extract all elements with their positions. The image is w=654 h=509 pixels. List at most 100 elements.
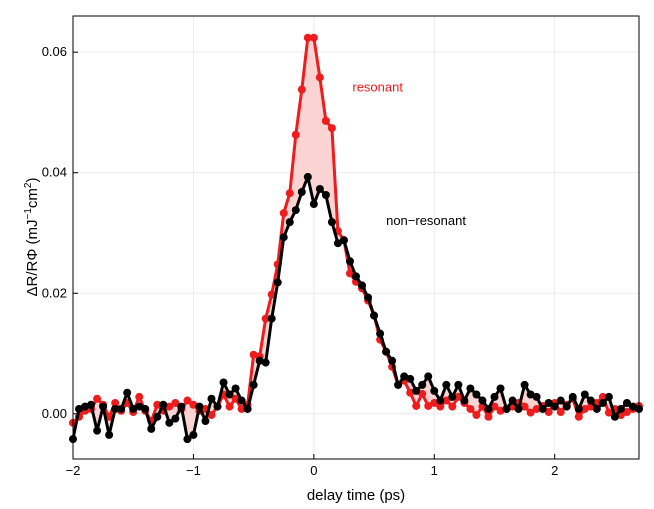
data-point-non-resonant [219, 378, 228, 387]
data-point-non-resonant [75, 404, 84, 413]
data-point-non-resonant [406, 374, 415, 383]
data-point-resonant [171, 398, 180, 407]
data-point-non-resonant [243, 404, 252, 413]
data-point-resonant [574, 412, 583, 421]
data-point-non-resonant [261, 358, 270, 367]
data-point-resonant [484, 412, 493, 421]
data-point-non-resonant [183, 435, 192, 444]
data-point-resonant [165, 402, 174, 411]
data-point-non-resonant [273, 278, 282, 287]
data-point-non-resonant [345, 257, 354, 266]
data-point-resonant [442, 396, 451, 405]
data-point-resonant [580, 404, 589, 413]
data-point-non-resonant [448, 392, 457, 401]
plot-frame [72, 15, 640, 460]
data-point-resonant [231, 394, 240, 403]
data-point-non-resonant [189, 430, 198, 439]
data-point-non-resonant [568, 392, 577, 401]
data-point-resonant [472, 411, 481, 420]
data-point-non-resonant [285, 218, 294, 227]
data-point-non-resonant [418, 380, 427, 389]
data-point-non-resonant [291, 206, 300, 215]
x-tick-label: −1 [186, 463, 201, 478]
data-point-non-resonant [123, 388, 132, 397]
data-point-non-resonant [207, 394, 216, 403]
data-point-resonant [520, 402, 529, 411]
data-point-non-resonant [472, 390, 481, 399]
data-point-resonant [93, 394, 102, 403]
data-point-non-resonant [225, 390, 234, 399]
data-point-resonant [430, 398, 439, 407]
data-point-resonant [526, 408, 535, 417]
data-point-resonant [135, 392, 144, 401]
data-point-resonant [490, 402, 499, 411]
data-point-non-resonant [538, 404, 547, 413]
data-point-resonant [207, 411, 216, 420]
data-point-non-resonant [309, 200, 318, 209]
x-tick-label: −2 [66, 463, 81, 478]
data-point-resonant [466, 404, 475, 413]
data-point-non-resonant [321, 191, 330, 200]
y-tick-label: 0.06 [42, 44, 67, 59]
data-point-non-resonant [622, 398, 631, 407]
data-point-non-resonant [412, 386, 421, 395]
data-point-non-resonant [99, 402, 108, 411]
data-point-non-resonant [171, 414, 180, 423]
y-axis-label-end: ) [24, 178, 41, 183]
data-point-resonant [622, 407, 631, 416]
data-point-non-resonant [400, 372, 409, 381]
x-axis-label: delay time (ps) [307, 487, 405, 504]
data-point-resonant [345, 269, 354, 278]
data-point-resonant [315, 73, 324, 82]
data-point-non-resonant [466, 384, 475, 393]
data-point-resonant [448, 402, 457, 411]
data-point-resonant [261, 314, 270, 323]
data-point-non-resonant [129, 404, 138, 413]
data-point-non-resonant [105, 430, 114, 439]
data-point-resonant [267, 290, 276, 299]
data-point-non-resonant [502, 404, 511, 413]
data-point-non-resonant [508, 396, 517, 405]
data-point-non-resonant [315, 184, 324, 193]
data-point-non-resonant [616, 404, 625, 413]
data-point-non-resonant [303, 172, 312, 181]
data-point-resonant [183, 396, 192, 405]
data-point-resonant [297, 85, 306, 94]
data-point-non-resonant [478, 396, 487, 405]
data-point-non-resonant [370, 311, 379, 320]
data-point-non-resonant [424, 372, 433, 381]
data-point-non-resonant [213, 402, 222, 411]
data-point-non-resonant [249, 380, 258, 389]
data-point-non-resonant [496, 384, 505, 393]
x-tick-label: 2 [551, 463, 558, 478]
data-point-non-resonant [117, 404, 126, 413]
data-point-non-resonant [231, 384, 240, 393]
data-point-resonant [418, 389, 427, 398]
annotations: resonant non−resonant [352, 79, 466, 228]
data-point-non-resonant [610, 412, 619, 421]
data-point-non-resonant [279, 233, 288, 242]
y-axis-label-exp2: 2 [23, 182, 34, 188]
data-point-non-resonant [333, 239, 342, 248]
data-point-resonant [291, 130, 300, 139]
y-tick-label: 0.04 [42, 165, 67, 180]
y-axis-label-exp1: −1 [23, 208, 34, 220]
data-point-non-resonant [460, 396, 469, 405]
annotation-resonant: resonant [352, 79, 403, 94]
data-point-non-resonant [81, 402, 90, 411]
data-point-non-resonant [255, 356, 264, 365]
data-point-non-resonant [436, 396, 445, 405]
data-point-non-resonant [159, 400, 168, 409]
data-point-non-resonant [364, 293, 373, 302]
data-point-non-resonant [382, 347, 391, 356]
data-point-non-resonant [562, 402, 571, 411]
data-point-resonant [321, 116, 330, 125]
data-point-non-resonant [532, 392, 541, 401]
data-point-non-resonant [604, 392, 613, 401]
data-point-non-resonant [526, 390, 535, 399]
y-axis-label-main: ΔR/RΦ (mJ [24, 219, 41, 296]
data-point-non-resonant [442, 380, 451, 389]
data-point-non-resonant [574, 404, 583, 413]
data-point-resonant [153, 400, 162, 409]
data-point-resonant [532, 404, 541, 413]
